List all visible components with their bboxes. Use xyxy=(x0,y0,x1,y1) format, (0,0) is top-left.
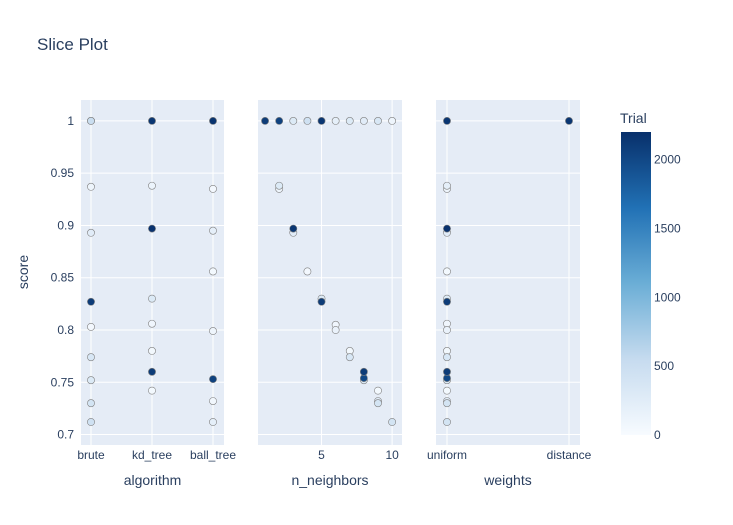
x-tick-label: brute xyxy=(77,448,105,462)
data-point xyxy=(443,399,451,408)
colorbar: Trial 0 500 1000 1500 2000 xyxy=(620,110,681,442)
data-point xyxy=(388,117,397,125)
data-point xyxy=(443,386,451,395)
y-tick-label: 0.9 xyxy=(57,218,74,232)
x-axis-title: algorithm xyxy=(124,472,182,488)
panels: brute kd_tree ball_tree algorithm 5 10 n_neigh… xyxy=(77,100,592,488)
y-tick-label: 0.7 xyxy=(57,428,74,442)
data-point xyxy=(87,399,95,408)
data-point xyxy=(87,297,95,306)
data-point xyxy=(148,117,156,125)
data-point xyxy=(345,117,354,125)
panel-algorithm: brute kd_tree ball_tree algorithm xyxy=(77,100,236,488)
y-tick-label: 0.8 xyxy=(57,323,74,337)
data-point xyxy=(443,117,451,125)
data-point xyxy=(303,117,312,125)
data-point xyxy=(148,347,156,355)
data-point xyxy=(359,117,368,125)
data-point xyxy=(303,267,312,276)
data-point xyxy=(87,182,95,191)
x-axis-title: weights xyxy=(483,472,531,488)
data-point xyxy=(443,181,451,190)
data-point xyxy=(87,418,95,426)
y-tick-label: 1 xyxy=(67,114,74,128)
data-point xyxy=(209,418,217,426)
panel-weights: uniform distance weights xyxy=(427,100,592,488)
data-point xyxy=(148,294,156,303)
data-point xyxy=(374,117,382,125)
data-point xyxy=(359,367,368,376)
colorbar-tick-label: 1500 xyxy=(654,221,681,235)
x-tick-label: uniform xyxy=(427,448,467,462)
data-point xyxy=(148,319,156,328)
data-point xyxy=(275,117,284,125)
data-point xyxy=(331,117,340,125)
data-point xyxy=(443,297,451,306)
colorbar-tick-label: 1000 xyxy=(654,290,681,304)
data-point xyxy=(209,184,217,193)
x-axis-title: n_neighbors xyxy=(291,472,368,488)
data-point xyxy=(261,117,269,125)
data-point xyxy=(388,418,397,426)
colorbar-title: Trial xyxy=(620,110,647,126)
data-point xyxy=(289,117,298,125)
chart-title: Slice Plot xyxy=(37,35,108,54)
data-point xyxy=(443,224,451,233)
data-point xyxy=(443,326,451,334)
colorbar-tick-label: 2000 xyxy=(654,153,681,167)
data-point xyxy=(87,376,95,385)
y-tick-labels: 0.7 0.75 0.8 0.85 0.9 0.95 1 xyxy=(51,114,75,442)
data-point xyxy=(443,353,451,362)
data-point xyxy=(443,418,451,426)
x-tick-label: 5 xyxy=(318,448,325,462)
data-point xyxy=(374,386,382,395)
data-point xyxy=(148,181,156,190)
colorbar-tick-label: 0 xyxy=(654,428,661,442)
data-point xyxy=(565,117,573,125)
data-point xyxy=(331,326,340,334)
data-point xyxy=(345,353,354,362)
data-point xyxy=(209,117,217,125)
data-point xyxy=(289,224,298,233)
x-tick-label: distance xyxy=(547,448,592,462)
data-point xyxy=(87,322,95,331)
x-tick-label: 10 xyxy=(385,448,399,462)
y-tick-label: 0.75 xyxy=(51,375,75,389)
data-point xyxy=(443,367,451,376)
colorbar-tick-labels: 0 500 1000 1500 2000 xyxy=(654,153,681,442)
colorbar-gradient xyxy=(621,132,651,435)
data-point xyxy=(443,267,451,276)
y-axis-title: score xyxy=(15,255,31,289)
data-point xyxy=(209,327,217,335)
data-point xyxy=(209,267,217,276)
y-tick-label: 0.95 xyxy=(51,166,75,180)
data-point xyxy=(148,367,156,376)
data-point xyxy=(317,117,326,125)
colorbar-tick-label: 500 xyxy=(654,359,674,373)
y-tick-label: 0.85 xyxy=(51,271,75,285)
x-tick-label: ball_tree xyxy=(190,448,236,462)
data-point xyxy=(275,181,284,190)
data-point xyxy=(374,399,382,408)
data-point xyxy=(148,224,156,233)
data-point xyxy=(317,297,326,306)
plot-area xyxy=(436,100,580,445)
data-point xyxy=(87,353,95,362)
data-point xyxy=(209,226,217,235)
data-point xyxy=(148,386,156,395)
panel-n-neighbors: 5 10 n_neighbors xyxy=(258,100,402,488)
data-point xyxy=(87,117,95,125)
x-tick-label: kd_tree xyxy=(132,448,172,462)
data-point xyxy=(209,397,217,405)
data-point xyxy=(209,375,217,384)
data-point xyxy=(87,228,95,237)
